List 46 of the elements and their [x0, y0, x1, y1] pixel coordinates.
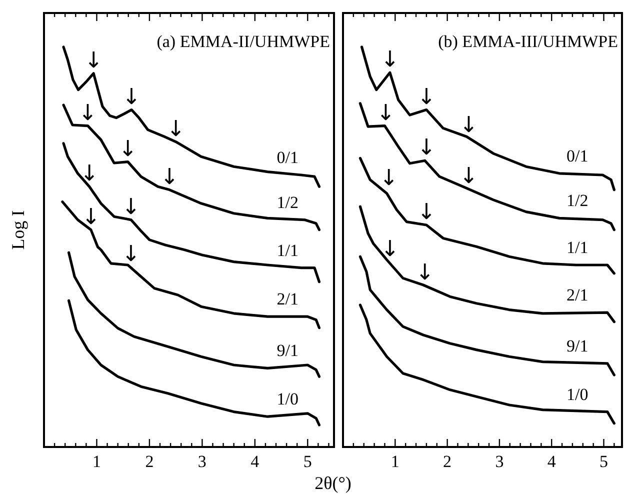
series-label: 0/1 [276, 148, 298, 167]
series-label: 1/0 [566, 384, 588, 404]
series-label: 9/1 [566, 336, 588, 356]
x-axis-title: 2θ(°) [314, 473, 352, 493]
series-label: 1/0 [276, 390, 298, 409]
annotation: ↓ [122, 242, 140, 267]
annotation: ↓ [417, 200, 436, 225]
x-tick-label: 5 [303, 452, 312, 471]
annotation: ↓ [166, 116, 186, 142]
x-tick-label: 5 [600, 452, 608, 471]
series-label: 2/1 [566, 286, 588, 305]
annotation: ↓ [80, 162, 99, 187]
annotation: ↓ [376, 100, 395, 126]
annotation: ↓ [82, 204, 100, 230]
annotation: ↓ [380, 166, 398, 191]
annotation: ↓ [459, 113, 478, 138]
series-label: 1/2 [276, 192, 298, 212]
x-tick-label: 1 [390, 452, 400, 471]
series-label: 9/1 [276, 341, 298, 360]
x-tick-label: 2 [145, 452, 154, 471]
x-tick-label: 4 [250, 452, 260, 471]
annotation: ↓ [380, 48, 400, 73]
series-label: 1/1 [276, 240, 298, 260]
annotation: ↓ [122, 84, 141, 110]
x-tick-label: 4 [547, 452, 556, 471]
series-label: 0/1 [566, 146, 588, 166]
annotation: ↓ [459, 164, 478, 189]
annotation: ↓ [417, 136, 436, 161]
annotation: ↓ [118, 136, 138, 162]
annotation: ↓ [416, 260, 434, 286]
chart-title: (b) EMMA-III/UHMWPE [438, 32, 618, 51]
annotation: ↓ [417, 84, 436, 110]
annotation: ↓ [380, 237, 400, 262]
series-label: 2/1 [276, 290, 298, 309]
annotation: ↓ [160, 164, 179, 190]
annotation: ↓ [78, 100, 97, 126]
chart-title: (a) EMMA-II/UHMWPE [156, 32, 330, 51]
series-label: 1/1 [566, 238, 588, 257]
x-tick-label: 3 [495, 452, 504, 471]
x-tick-label: 3 [198, 452, 206, 471]
y-axis-title: Log I [8, 210, 28, 250]
annotation: ↓ [84, 48, 103, 74]
annotation: ↓ [122, 194, 140, 220]
x-tick-label: 2 [443, 452, 452, 471]
series-label: 1/2 [566, 191, 588, 210]
x-tick-label: 1 [92, 452, 101, 471]
